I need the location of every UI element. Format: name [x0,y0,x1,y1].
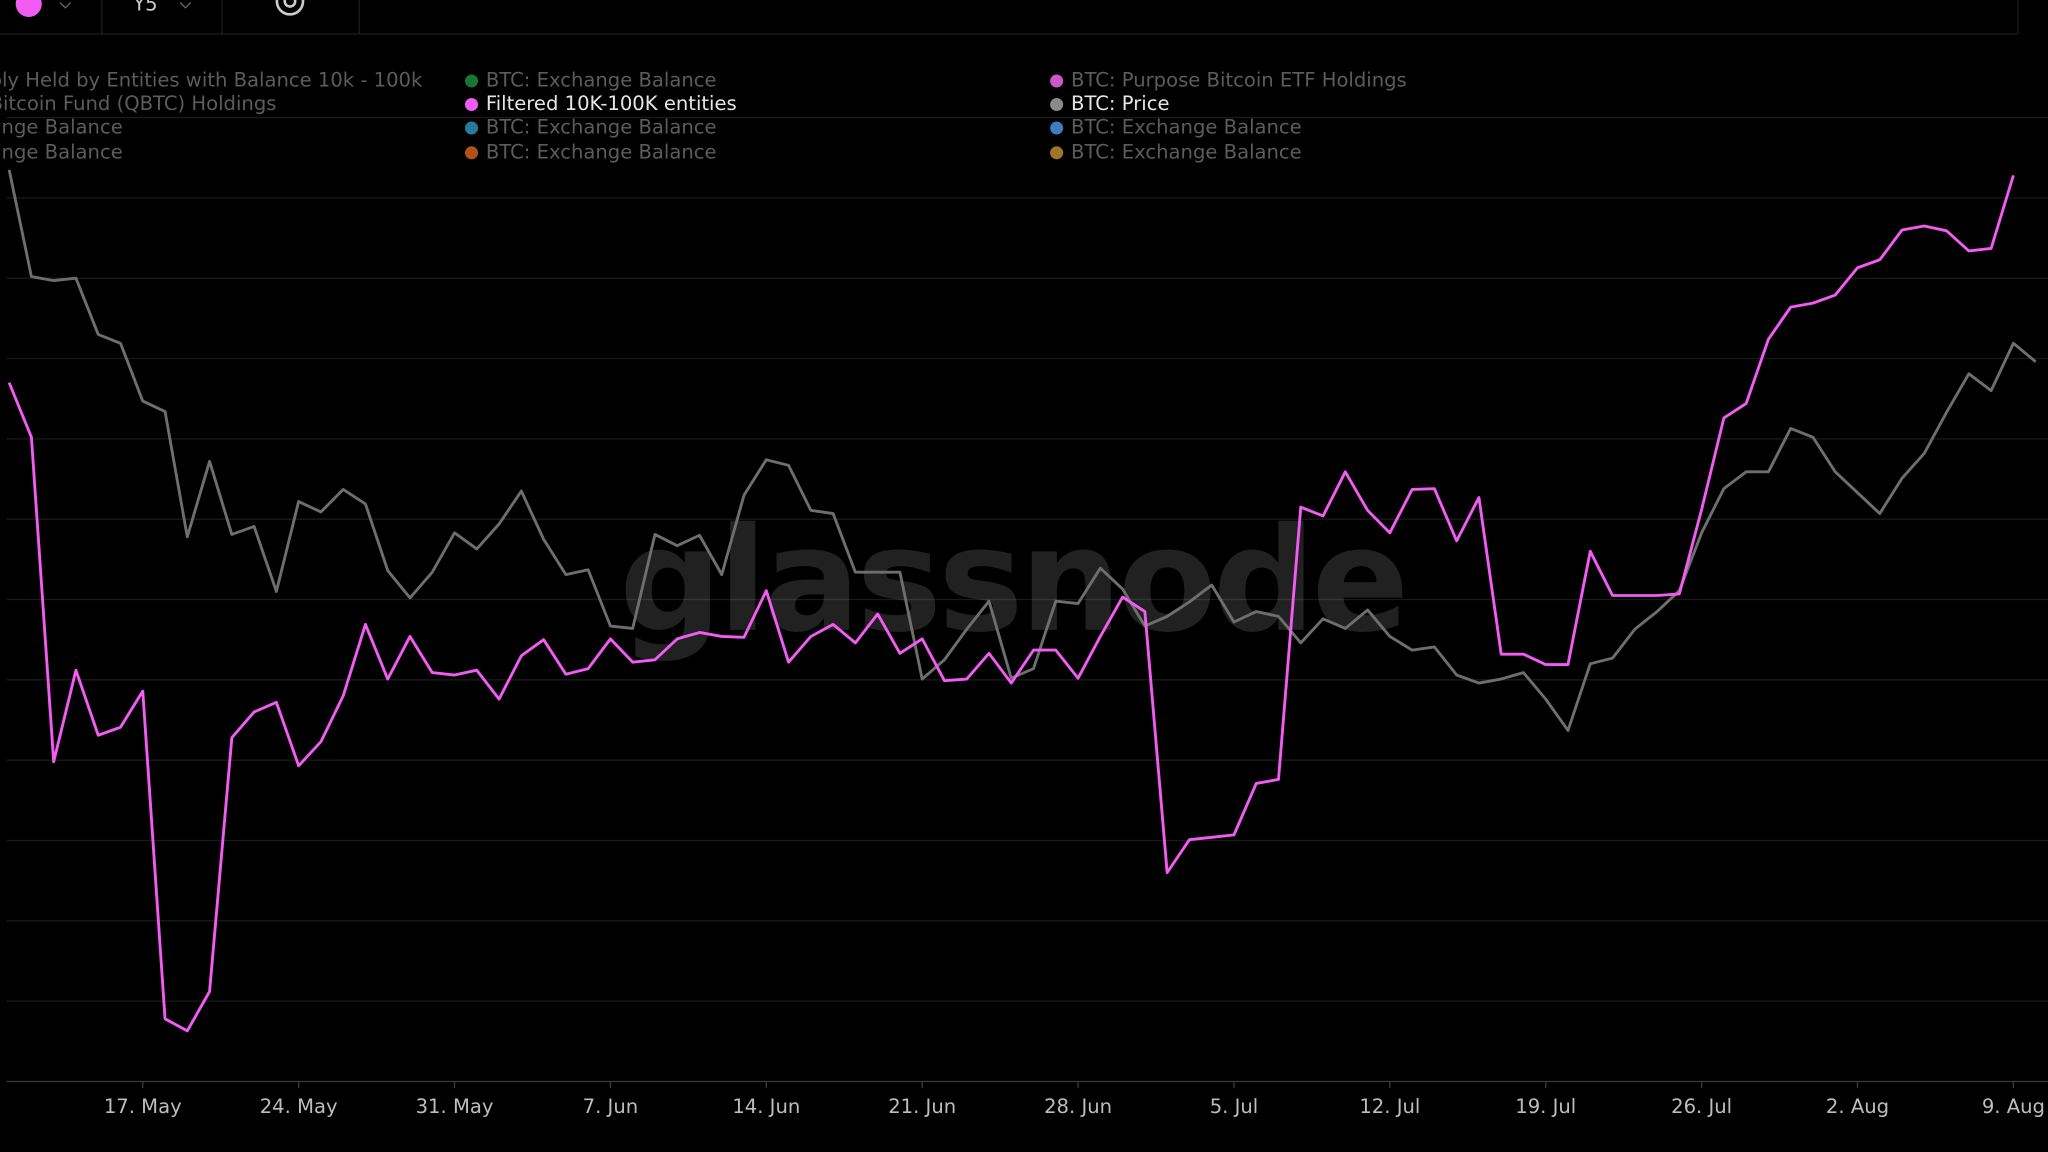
legend-marker [1050,74,1064,88]
legend-marker [1050,97,1064,112]
legend-label[interactable]: BTC: Exchange Balance [486,116,717,139]
legend-label[interactable]: BTC: Price [1071,92,1170,115]
series-line [7,174,2015,1033]
range-select[interactable]: Y5 [132,0,157,16]
chevron[interactable] [179,2,192,9]
legend-marker [464,146,479,160]
x-tick-label: 14. Jun [732,1095,800,1118]
legend-label[interactable]: ange Balance [0,140,123,163]
legend-marker [464,97,479,112]
x-tick-label: 2. Aug [1826,1095,1889,1118]
settings-icon[interactable] [275,0,305,16]
x-tick-label: 21. Jun [888,1095,956,1118]
legend-marker [464,121,479,135]
x-tick-label: 12. Jul [1359,1095,1420,1118]
legend-marker [464,74,479,88]
color-picker[interactable] [15,0,42,17]
x-tick-label: 9. Aug [1982,1095,2045,1118]
settings-icon-inner[interactable] [283,0,297,8]
legend-label[interactable]: BTC: Exchange Balance [1071,116,1302,139]
x-tick-label: 31. May [416,1095,494,1118]
x-tick-label: 26. Jul [1671,1095,1732,1118]
x-tick-label: 28. Jun [1044,1095,1112,1118]
legend-label[interactable]: ange Balance [0,116,123,139]
legend-marker [1050,146,1064,160]
watermark: glassnode [619,497,1405,664]
grid: 17. May 24. May 31. May 7. Jun 14. Jun 21. Ju… [6,116,2048,1118]
legend-label[interactable]: Bitcoin Fund (QBTC) Holdings [0,92,276,115]
legend-label[interactable]: ply Held by Entities with Balance 10k - … [0,68,423,91]
x-tick-label: 24. May [260,1095,338,1118]
plot [7,169,2037,1033]
legend-label[interactable]: Filtered 10K-100K entities [486,92,737,115]
legend-label[interactable]: BTC: Exchange Balance [486,140,717,163]
legend-label[interactable]: BTC: Exchange Balance [486,68,717,91]
legend: ply Held by Entities with Balance 10k - … [0,68,1407,163]
x-tick-label: 7. Jun [583,1095,639,1118]
toolbar: Y5 [0,0,2019,35]
x-tick-label: 17. May [104,1095,182,1118]
x-tick-label: 5. Jul [1210,1095,1259,1118]
legend-label[interactable]: BTC: Exchange Balance [1071,140,1302,163]
x-tick-label: 19. Jul [1515,1095,1576,1118]
legend-label[interactable]: BTC: Purpose Bitcoin ETF Holdings [1071,68,1407,91]
legend-marker [1050,121,1064,135]
chevron[interactable] [59,2,71,9]
series-line [7,169,2037,732]
